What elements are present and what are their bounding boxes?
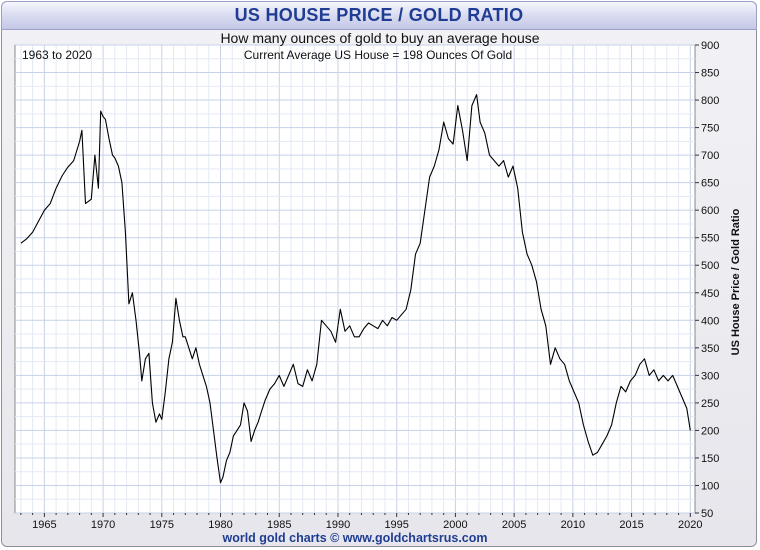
y-tick-label: 500 — [701, 260, 719, 272]
date-range-annotation: 1963 to 2020 — [22, 48, 92, 62]
x-tick-label: 1985 — [267, 519, 291, 531]
y-tick-label: 300 — [701, 370, 719, 382]
y-tick-label: 150 — [701, 453, 719, 465]
y-axis: 50 100 150 200 250 300 350 400 450 500 550 600 650 70… — [695, 40, 719, 520]
x-tick-label: 2000 — [443, 519, 467, 531]
footer-credit: world gold charts © www.goldchartsrus.co… — [222, 531, 488, 545]
y-tick-label: 450 — [701, 288, 719, 300]
chart-title: US HOUSE PRICE / GOLD RATIO — [1, 1, 757, 30]
ratio-series-line — [20, 94, 691, 484]
y-tick-label: 750 — [701, 123, 719, 135]
y-tick-label: 850 — [701, 68, 719, 80]
x-tick-label: 1995 — [384, 519, 408, 531]
y-tick-label: 400 — [701, 315, 719, 327]
x-tick-label: 2015 — [619, 519, 643, 531]
y-tick-label: 550 — [701, 233, 719, 245]
y-tick-label: 350 — [701, 343, 719, 355]
x-tick-label: 2010 — [561, 519, 585, 531]
grid-lines — [15, 44, 695, 514]
x-tick-label: 1975 — [150, 519, 174, 531]
y-tick-label: 100 — [701, 480, 719, 492]
y-axis-label: US House Price / Gold Ratio — [730, 208, 742, 355]
y-tick-label: 800 — [701, 95, 719, 107]
y-tick-label: 700 — [701, 150, 719, 162]
y-tick-label: 900 — [701, 40, 719, 52]
y-tick-label: 50 — [701, 508, 713, 520]
x-axis: 1965 1970 1975 1980 1985 1990 1995 2000 2005 2010… — [20, 513, 703, 531]
y-tick-label: 650 — [701, 178, 719, 190]
chart-subtitle: How many ounces of gold to buy an averag… — [220, 30, 539, 46]
y-tick-label: 200 — [701, 425, 719, 437]
current-value-annotation: Current Average US House = 198 Ounces Of… — [244, 48, 512, 62]
x-tick-label: 1970 — [91, 519, 115, 531]
y-tick-label: 250 — [701, 398, 719, 410]
x-tick-label: 1980 — [208, 519, 232, 531]
x-tick-label: 1965 — [32, 519, 56, 531]
y-tick-label: 600 — [701, 205, 719, 217]
x-tick-label: 2020 — [678, 519, 702, 531]
x-tick-label: 1990 — [326, 519, 350, 531]
x-tick-label: 2005 — [502, 519, 526, 531]
